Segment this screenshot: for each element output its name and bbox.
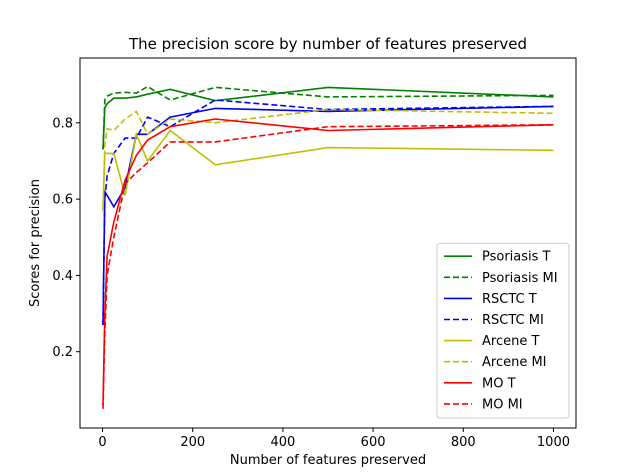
chart-title: The precision score by number of feature…: [128, 35, 527, 53]
x-axis-ticks: 0 200 400 600 800 1000: [98, 428, 570, 450]
series-line-0: [102, 86, 554, 150]
y-tick-label: 0.2: [52, 345, 73, 360]
series-line-6: [102, 118, 554, 406]
legend-label: Psoriasis T: [482, 250, 551, 265]
x-tick-label: 800: [451, 435, 476, 450]
series-line-7: [102, 124, 554, 409]
y-tick-label: 0.8: [52, 116, 73, 131]
series-line-4: [102, 129, 554, 211]
x-tick-label: 0: [98, 435, 106, 450]
y-axis-label: Scores for precision: [28, 179, 43, 307]
legend-label: RSCTC MI: [482, 313, 544, 328]
legend-label: RSCTC T: [482, 292, 537, 307]
legend-label: MO T: [482, 376, 516, 391]
legend-label: Arcene T: [482, 334, 539, 349]
y-tick-label: 0.6: [52, 193, 73, 208]
x-axis-label: Number of features preserved: [230, 453, 426, 468]
plot-lines: [102, 85, 554, 409]
legend: Psoriasis T Psoriasis MI RSCTC T RSCTC MI Ar…: [436, 242, 570, 419]
legend-label: Arcene MI: [482, 355, 547, 370]
y-tick-label: 0.4: [52, 269, 73, 284]
x-tick-label: 600: [361, 435, 386, 450]
x-tick-label: 1000: [537, 435, 570, 450]
x-tick-label: 400: [270, 435, 295, 450]
plot-frame: [79, 57, 577, 429]
y-axis-ticks: 0.2 0.4 0.6 0.8: [52, 116, 80, 360]
x-tick-label: 200: [180, 435, 205, 450]
series-line-5: [102, 108, 554, 211]
legend-label: MO MI: [482, 397, 523, 412]
legend-box: [436, 242, 570, 419]
legend-label: Psoriasis MI: [482, 271, 558, 286]
series-line-1: [102, 85, 554, 150]
